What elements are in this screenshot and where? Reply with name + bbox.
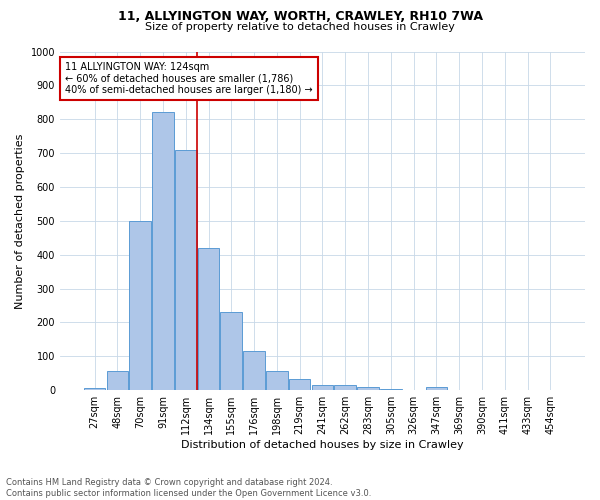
Bar [198, 248, 220, 390]
Bar [425, 388, 447, 390]
Text: 11, ALLYINGTON WAY, WORTH, CRAWLEY, RH10 7WA: 11, ALLYINGTON WAY, WORTH, CRAWLEY, RH10… [118, 10, 482, 23]
Bar [289, 380, 310, 390]
Bar [107, 370, 128, 390]
Bar [334, 386, 356, 390]
Bar [84, 388, 106, 390]
Bar [357, 387, 379, 390]
Bar [380, 388, 401, 390]
Bar [152, 112, 174, 390]
Text: Size of property relative to detached houses in Crawley: Size of property relative to detached ho… [145, 22, 455, 32]
Bar [243, 352, 265, 390]
Bar [175, 150, 197, 390]
Y-axis label: Number of detached properties: Number of detached properties [15, 133, 25, 308]
Text: 11 ALLYINGTON WAY: 124sqm
← 60% of detached houses are smaller (1,786)
40% of se: 11 ALLYINGTON WAY: 124sqm ← 60% of detac… [65, 62, 313, 95]
Text: Contains HM Land Registry data © Crown copyright and database right 2024.
Contai: Contains HM Land Registry data © Crown c… [6, 478, 371, 498]
Bar [266, 371, 288, 390]
X-axis label: Distribution of detached houses by size in Crawley: Distribution of detached houses by size … [181, 440, 464, 450]
Bar [311, 386, 333, 390]
Bar [130, 221, 151, 390]
Bar [220, 312, 242, 390]
